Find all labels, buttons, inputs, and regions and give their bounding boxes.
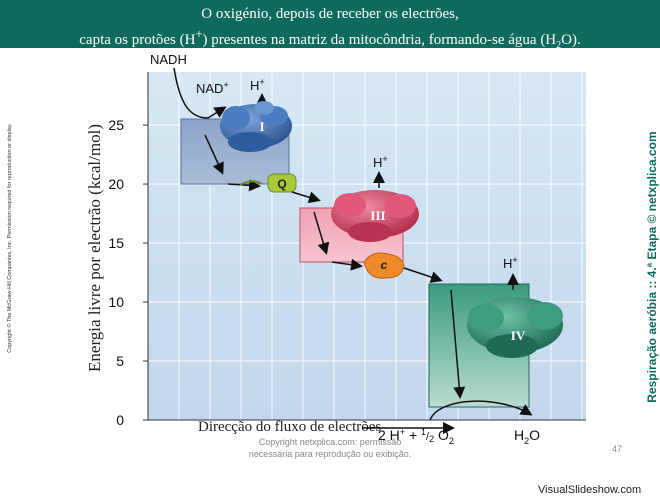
svg-text:I: I	[259, 119, 264, 134]
h-plus-complex-iv: H+	[503, 255, 518, 271]
title-line-1: O oxigénio, depois de receber os electrõ…	[201, 6, 459, 22]
x-axis-label: Direcção do fluxo de electrões	[198, 419, 381, 435]
page-number: 47	[612, 444, 623, 454]
y-tick-label-0: 0	[116, 412, 124, 428]
cytochrome-c: c	[363, 252, 405, 279]
nadh-electron-arrow	[173, 67, 227, 119]
watermark: VisualSlideshow.com	[538, 484, 642, 496]
y-tick-label-20: 20	[108, 176, 124, 192]
complex-iv-protein: IV	[467, 297, 563, 358]
nadh-label: NADH	[150, 52, 187, 67]
y-tick-label-25: 25	[108, 117, 124, 133]
y-tick-label-5: 5	[116, 353, 124, 369]
svg-text:III: III	[370, 208, 385, 223]
title-line-2: capta os protões (H+) presentes na matri…	[79, 27, 581, 51]
water-formation-arrow	[429, 400, 533, 421]
svg-text:IV: IV	[511, 328, 526, 343]
y-axis-label: Energia livre por electrão (kcal/mol)	[85, 124, 104, 372]
water-product: H2O	[514, 427, 540, 446]
slide-title-banner: O oxigénio, depois de receber os electrõ…	[0, 0, 660, 51]
electron-arrow-c-to-iv	[403, 267, 443, 283]
y-tick-label-10: 10	[108, 294, 124, 310]
electron-arrow-q-entry	[227, 179, 261, 192]
complex-i-protein: I	[220, 101, 292, 152]
oxygen-reactants: 2 H+ + 1/2 O2	[378, 427, 454, 446]
y-axis-ticks: 0 5 10 15 20 25	[108, 117, 148, 428]
nad-plus-label: NAD+	[196, 80, 229, 96]
electron-arrow-to-c	[331, 258, 363, 271]
electron-arrow-iii-down	[313, 211, 330, 255]
svg-text:Q: Q	[277, 177, 286, 191]
complex-iii-protein: III	[331, 190, 419, 242]
svg-text:c: c	[381, 258, 388, 272]
electron-arrow-i-to-q	[204, 134, 224, 175]
footer-credit: Copyright netxplica.com: permissão neces…	[248, 437, 412, 459]
y-tick-label-15: 15	[108, 235, 124, 251]
h-plus-complex-i: H+	[250, 77, 265, 93]
ubiquinone-q: Q	[239, 173, 297, 193]
electron-arrow-iv-down	[450, 289, 466, 399]
electron-arrow-q-to-iii	[291, 191, 321, 204]
h-plus-complex-iii: H+	[373, 154, 388, 170]
